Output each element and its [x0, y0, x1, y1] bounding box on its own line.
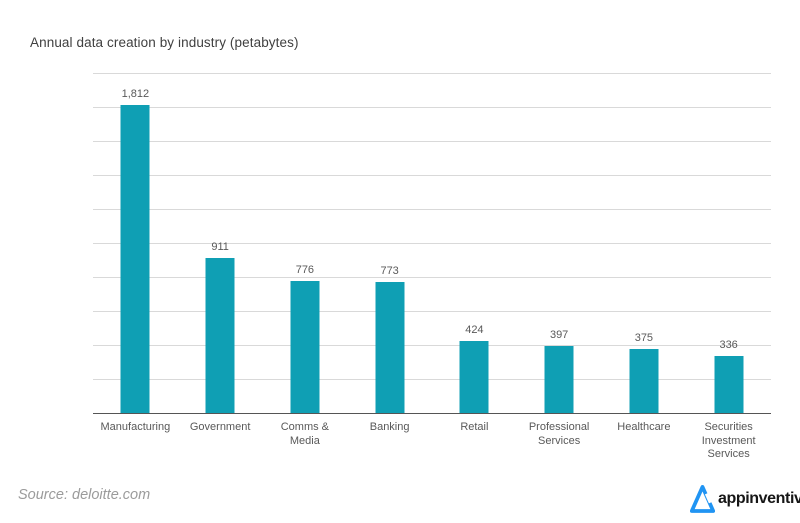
bar	[375, 281, 405, 413]
bar-value-label: 776	[295, 264, 315, 277]
bar-value-label: 911	[211, 241, 229, 254]
gridline-1400	[93, 175, 771, 176]
appinventiv-logo: appinventiv	[690, 483, 800, 514]
appinventiv-logo-text: appinventiv	[718, 489, 800, 507]
gridline-1000	[93, 243, 771, 244]
gridline-800	[93, 277, 771, 278]
bar-column: 397	[517, 73, 602, 413]
bar	[459, 340, 489, 413]
gridline-1600	[93, 141, 771, 142]
bars-layer: 1,812 911 776 773 424 397 375 336	[93, 73, 771, 413]
plot-area: 1,812 911 776 773 424 397 375 336	[93, 73, 771, 414]
gridline-1200	[93, 209, 771, 210]
appinventiv-triangle-icon	[690, 485, 715, 513]
bar	[544, 345, 574, 413]
bar	[205, 258, 235, 413]
bar-value-label: 1,812	[121, 87, 150, 100]
bar-value-label: 375	[634, 332, 654, 345]
bar-column: 1,812	[93, 73, 178, 413]
gridline-1800	[93, 107, 771, 108]
bar-column: 773	[347, 73, 432, 413]
x-axis-label: Securities Investment Services	[701, 421, 756, 460]
x-axis-label: Healthcare	[617, 421, 671, 433]
x-axis-label: Banking	[369, 421, 410, 433]
bar-column: 911	[178, 73, 263, 413]
bar-value-label: 773	[380, 264, 399, 277]
bar-column: 375	[602, 73, 687, 413]
x-axis-label: Government	[189, 421, 251, 433]
gridline-200	[93, 379, 771, 380]
bar	[120, 104, 150, 413]
bar-column: 776	[263, 73, 348, 413]
gridline-2000	[93, 73, 771, 74]
x-axis-label: Comms & Media	[280, 421, 330, 447]
bar-value-label: 424	[465, 323, 484, 336]
bar	[290, 281, 320, 413]
bar-value-label: 336	[719, 338, 738, 351]
x-axis-label: Retail	[460, 421, 489, 433]
source-caption: Source: deloitte.com	[18, 487, 151, 503]
bar	[629, 349, 659, 413]
gridline-400	[93, 345, 771, 346]
bar-column: 336	[686, 73, 771, 413]
bar-column: 424	[432, 73, 517, 413]
x-axis-label: Professional Services	[528, 421, 590, 447]
bar-value-label: 397	[549, 328, 569, 341]
x-axis-label: Manufacturing	[100, 421, 171, 433]
bar	[714, 355, 744, 413]
gridline-600	[93, 311, 771, 312]
x-axis-labels: Manufacturing Government Comms & Media Bank…	[93, 421, 771, 462]
chart-title: Annual data creation by industry (petaby…	[30, 35, 299, 50]
